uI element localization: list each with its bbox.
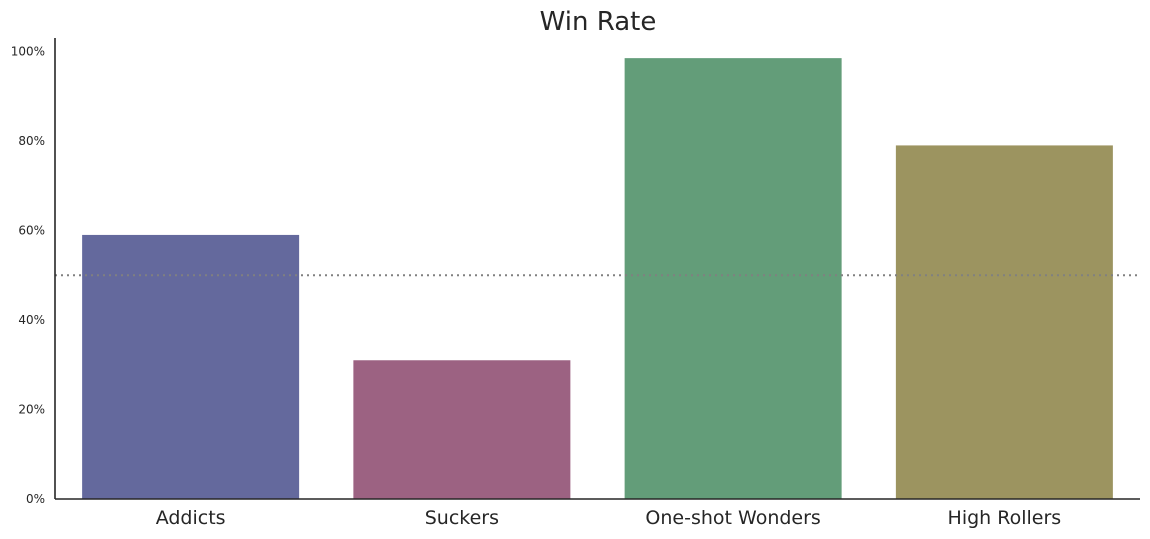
y-tick-label: 20% — [18, 402, 45, 416]
y-tick-label: 100% — [11, 44, 45, 58]
y-tick-label: 40% — [18, 313, 45, 327]
x-tick-label: Suckers — [425, 507, 499, 529]
chart-title: Win Rate — [540, 7, 657, 37]
axes — [54, 38, 1140, 500]
bar-high-rollers — [895, 145, 1113, 499]
x-tick-label: High Rollers — [948, 507, 1062, 529]
bars — [82, 58, 1113, 499]
x-tick-label: One-shot Wonders — [645, 507, 820, 529]
x-axis-ticks: Addicts Suckers One-shot Wonders High Rolle… — [156, 507, 1062, 529]
y-tick-label: 60% — [18, 223, 45, 237]
bar-addicts — [82, 234, 300, 499]
y-tick-label: 80% — [18, 134, 45, 148]
x-tick-label: Addicts — [156, 507, 226, 529]
y-tick-label: 0% — [26, 492, 45, 506]
bar-one-shot-wonders — [624, 58, 842, 499]
y-axis-ticks: 0% 20% 40% 60% 80% 100% — [11, 44, 45, 506]
bar-suckers — [353, 360, 571, 499]
